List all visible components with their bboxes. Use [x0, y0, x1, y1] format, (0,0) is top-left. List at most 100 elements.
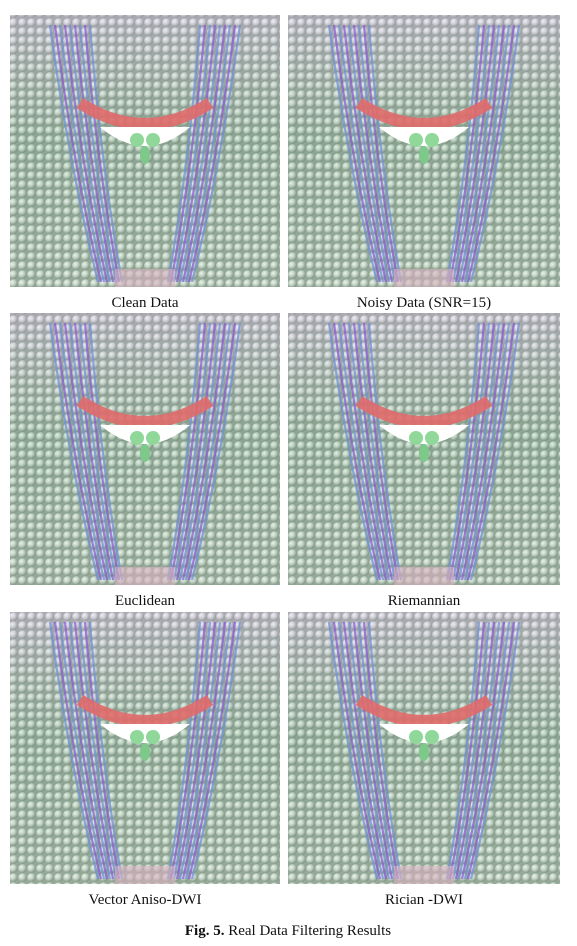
green-glyph — [425, 730, 439, 744]
fiber — [58, 24, 106, 283]
fiber — [454, 322, 496, 581]
fiber — [68, 24, 112, 283]
fiber — [169, 621, 207, 880]
fiber — [337, 621, 385, 880]
green-glyph — [419, 444, 429, 462]
fiber — [83, 322, 121, 581]
figure-caption: Fig. 5. Real Data Filtering Results — [185, 923, 391, 939]
notch — [115, 567, 175, 585]
figure-label: Fig. 5. — [185, 923, 225, 939]
fiber — [178, 621, 222, 880]
green-glyph — [130, 133, 144, 147]
fiber — [175, 621, 217, 880]
green-glyph — [409, 431, 423, 445]
fiber — [181, 322, 227, 581]
fiber — [187, 24, 237, 283]
panel: Rician -DWI — [288, 612, 560, 908]
arch — [355, 694, 493, 727]
fiber — [451, 322, 491, 581]
notch — [115, 866, 175, 884]
panel: Noisy Data (SNR=15) — [288, 15, 560, 311]
fiber — [337, 322, 385, 581]
fiber — [347, 621, 391, 880]
fiber — [172, 322, 212, 581]
fiber — [58, 621, 106, 880]
green-glyph — [419, 743, 429, 761]
fiber — [63, 322, 109, 581]
panel: Riemannian — [288, 313, 560, 609]
fiber — [58, 322, 106, 581]
fiber — [457, 322, 501, 581]
notch — [394, 866, 454, 884]
fiber — [88, 621, 124, 880]
fiber — [357, 322, 397, 581]
fiber — [68, 621, 112, 880]
arch — [76, 694, 214, 727]
fiber — [463, 322, 511, 581]
fiber — [88, 322, 124, 581]
panel-caption: Clean Data — [111, 295, 178, 311]
fiber — [63, 621, 109, 880]
fiber — [175, 322, 217, 581]
notch — [394, 567, 454, 585]
green-glyph — [409, 730, 423, 744]
fiber — [181, 621, 227, 880]
fiber — [53, 621, 103, 880]
panel: Vector Aniso-DWI — [10, 612, 280, 908]
panel: Clean Data — [10, 15, 280, 311]
fiber — [172, 621, 212, 880]
fiber — [175, 24, 217, 283]
fiber — [460, 621, 506, 880]
arch-gap — [379, 127, 469, 146]
fiber — [469, 322, 521, 581]
fiber — [337, 24, 385, 283]
notch — [115, 269, 175, 287]
green-glyph — [419, 146, 429, 164]
green-glyph — [140, 146, 150, 164]
fiber — [332, 621, 382, 880]
fiber — [448, 24, 486, 283]
green-glyph — [130, 730, 144, 744]
arch-gap — [100, 425, 190, 444]
arch — [355, 395, 493, 428]
fiber — [460, 322, 506, 581]
panel-caption: Vector Aniso-DWI — [89, 892, 202, 908]
fiber — [178, 24, 222, 283]
fiber — [457, 621, 501, 880]
arch — [355, 97, 493, 130]
fiber — [73, 621, 115, 880]
fiber — [327, 24, 379, 283]
fiber — [53, 24, 103, 283]
fiber — [454, 24, 496, 283]
green-glyph — [146, 431, 160, 445]
fiber — [78, 322, 118, 581]
fiber — [466, 322, 516, 581]
fiber — [362, 322, 400, 581]
fiber — [169, 24, 207, 283]
panel-caption: Noisy Data (SNR=15) — [357, 295, 491, 311]
fiber — [172, 24, 212, 283]
fiber — [68, 322, 112, 581]
fiber — [352, 24, 394, 283]
fiber — [457, 24, 501, 283]
fiber — [357, 24, 397, 283]
fiber — [448, 621, 486, 880]
fiber — [187, 322, 237, 581]
fiber — [342, 621, 388, 880]
fiber — [327, 322, 379, 581]
green-glyph — [130, 431, 144, 445]
panel-caption: Rician -DWI — [385, 892, 463, 908]
fiber — [357, 621, 397, 880]
fiber — [367, 24, 403, 283]
fiber — [178, 322, 222, 581]
fiber — [190, 24, 242, 283]
fiber — [169, 322, 207, 581]
notch — [394, 269, 454, 287]
arch — [76, 395, 214, 428]
fiber — [463, 621, 511, 880]
fiber — [181, 24, 227, 283]
fiber — [83, 621, 121, 880]
fiber — [469, 621, 521, 880]
